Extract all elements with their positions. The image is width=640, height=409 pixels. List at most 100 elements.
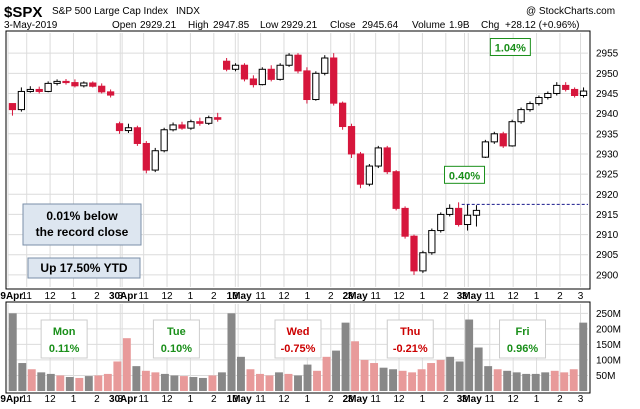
volume-bar <box>18 363 27 391</box>
volume-bar <box>531 373 540 391</box>
hour-tick-label: 3 <box>348 291 354 302</box>
candle-body <box>285 54 293 66</box>
watermark: @ StockCharts.com <box>526 6 615 17</box>
price-tick-label: 2925 <box>596 170 619 181</box>
day-pct: -0.21% <box>393 343 428 355</box>
volume-bar <box>474 347 483 391</box>
candle-body <box>437 213 445 232</box>
candle <box>437 212 445 233</box>
volume-bar <box>75 377 84 391</box>
hour-tick-label: 1 <box>71 394 77 405</box>
candle <box>535 95 543 106</box>
day-label-box <box>40 319 88 359</box>
candle <box>570 87 579 98</box>
candle-body <box>151 150 159 171</box>
candle <box>321 55 329 76</box>
volume-bar <box>322 356 331 391</box>
candle-body <box>124 127 133 132</box>
ytd-note-box <box>27 257 141 279</box>
volume-label: Volume <box>412 20 446 31</box>
candle <box>276 63 284 81</box>
candle-body <box>356 153 365 185</box>
volume-bar <box>65 377 74 391</box>
record-note-line: the record close <box>36 225 129 239</box>
day-tick-label: 1May <box>227 291 252 302</box>
candle <box>35 86 43 94</box>
volume-bar <box>569 369 578 391</box>
hour-tick-label: 11 <box>22 291 33 302</box>
hour-tick-label: 12 <box>278 291 290 302</box>
candle <box>446 204 454 217</box>
hour-tick-label: 3 <box>117 394 123 405</box>
candle <box>53 79 61 86</box>
candle <box>303 67 311 104</box>
ytd-note: Up 17.50% YTD <box>27 257 141 279</box>
volume-bar <box>246 369 255 391</box>
candle-body <box>89 82 97 87</box>
volume-bar <box>113 361 122 391</box>
candle <box>428 228 436 255</box>
candle-body <box>570 88 579 96</box>
volume-bar <box>56 375 65 391</box>
volume-tick-label: 250M <box>596 309 621 320</box>
candle <box>553 82 561 96</box>
record-note-box <box>22 203 142 246</box>
hour-tick-label: 12 <box>278 394 290 405</box>
price-tick-label: 2930 <box>596 149 619 160</box>
hour-tick-label: 2 <box>211 291 217 302</box>
candle-body <box>231 64 240 70</box>
candle-body <box>98 85 106 93</box>
volume-bar <box>189 377 198 391</box>
hour-tick-label: 11 <box>485 394 496 405</box>
candle-body <box>133 127 142 144</box>
candle <box>490 131 498 144</box>
candle <box>205 115 213 125</box>
candle-body <box>508 121 516 147</box>
high-value: 2947.85 <box>213 20 250 31</box>
volume-bar <box>198 377 207 391</box>
candle <box>196 117 204 126</box>
volume-bar <box>408 372 417 391</box>
volume-bar <box>94 375 103 391</box>
volume-bar <box>550 370 559 391</box>
candlesticks <box>8 53 588 275</box>
day-label-box <box>386 319 434 359</box>
candle <box>463 204 472 231</box>
day-change-label: Thu -0.21% <box>386 319 434 359</box>
hour-tick-label: 1 <box>188 291 194 302</box>
candle <box>98 83 106 94</box>
volume-bar <box>294 375 302 391</box>
volume-bar <box>46 373 55 391</box>
candle-body <box>330 57 338 104</box>
hour-tick-label: 3 <box>578 394 584 405</box>
hour-tick-label: 2 <box>557 291 563 302</box>
hour-tick-label: 12 <box>508 291 520 302</box>
candle <box>240 63 249 82</box>
candle <box>499 131 507 148</box>
candle <box>8 103 17 116</box>
candle-body <box>53 80 61 84</box>
candle <box>124 123 133 133</box>
price-tick-label: 2905 <box>596 250 619 261</box>
candle-body <box>142 142 150 171</box>
hour-tick-label: 1 <box>420 291 426 302</box>
candle <box>544 91 552 100</box>
candle-body <box>115 123 124 132</box>
hour-tick-label: 2 <box>328 394 334 405</box>
candle-body <box>562 84 570 90</box>
volume-bar <box>455 361 464 391</box>
hour-tick-label: 11 <box>370 394 381 405</box>
hour-tick-label: 2 <box>328 291 334 302</box>
candle-body <box>26 88 34 92</box>
volume-bar <box>236 356 245 391</box>
candle <box>374 145 382 169</box>
candle-body <box>214 117 222 120</box>
open-value: 2929.21 <box>140 20 177 31</box>
candle <box>285 53 293 67</box>
close-label: Close <box>330 20 356 31</box>
candle-body <box>392 171 400 209</box>
hour-tick-label: 12 <box>508 394 520 405</box>
day-tick-label: 29Apr <box>0 291 23 302</box>
candle-body <box>35 88 43 92</box>
